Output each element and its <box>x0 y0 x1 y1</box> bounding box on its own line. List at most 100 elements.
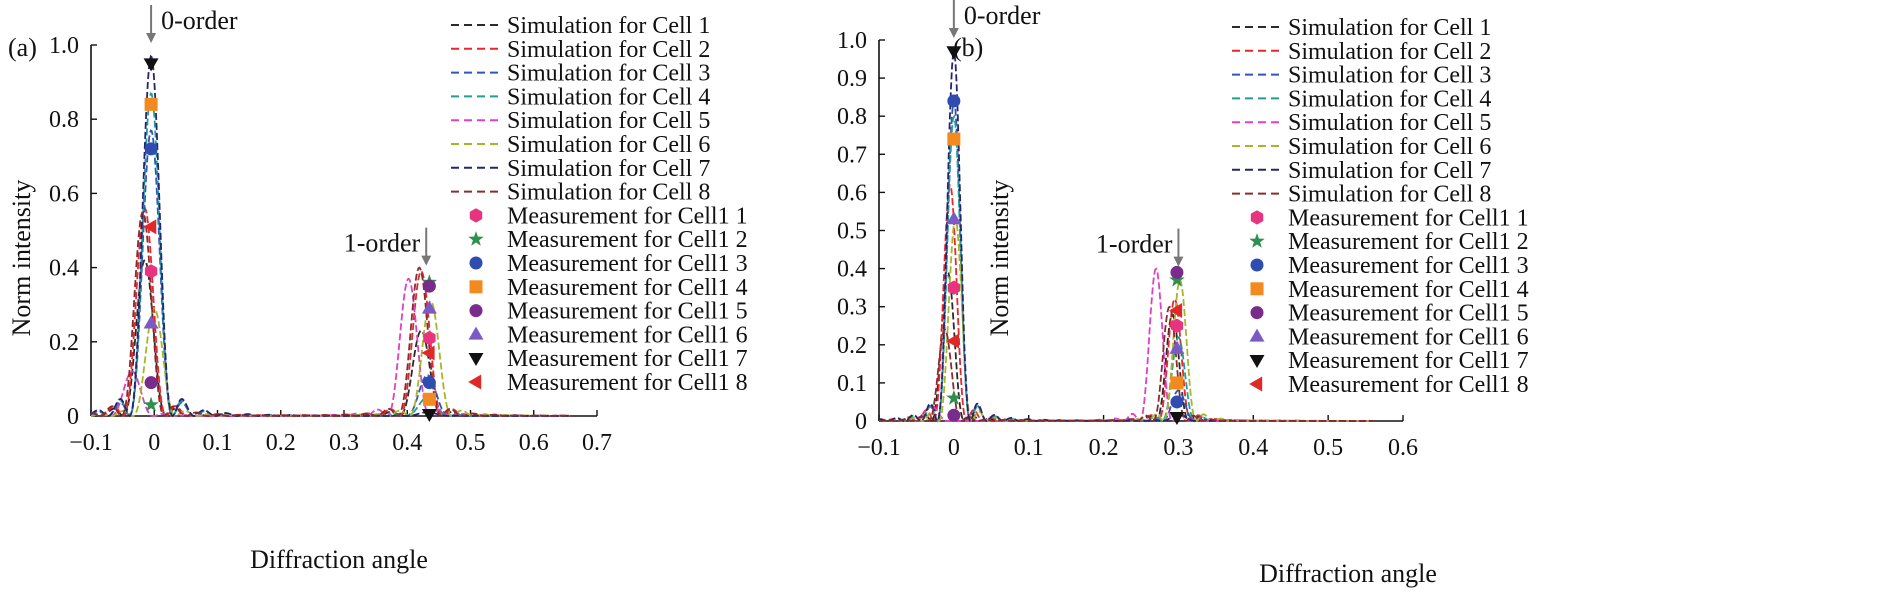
legend-label-a-14: Measurement for Cell1 6 <box>507 322 748 348</box>
y-tick-label-b: 0 <box>855 409 867 435</box>
measurement-point-a-4-order0 <box>144 97 158 111</box>
measurement-point-b-6-order1 <box>1169 340 1185 354</box>
simulation-curve-b-2 <box>878 183 1374 423</box>
measurement-point-a-4-order1 <box>422 392 436 406</box>
measurement-point-a-5-order1 <box>422 279 436 293</box>
legend-marker-meas-a-6 <box>468 326 484 340</box>
simulation-curve-a-8 <box>90 210 572 417</box>
x-tick-label-a: 0.3 <box>329 430 359 456</box>
order-annotations-b: 0-order 1-order <box>948 0 1184 267</box>
x-axis-title-b: Diffraction angle <box>1259 559 1437 588</box>
measurement-point-b-2-order0 <box>946 390 962 405</box>
legend-label-a-7: Simulation for Cell 7 <box>507 156 710 182</box>
annotation-arrowhead-b-1 <box>1173 256 1184 267</box>
legend-label-a-6: Simulation for Cell 6 <box>507 132 710 158</box>
legend-label-b-5: Simulation for Cell 5 <box>1288 110 1491 136</box>
legend-label-b-10: Measurement for Cell1 2 <box>1288 229 1529 255</box>
measurement-point-b-6-order0 <box>946 211 962 225</box>
legend-marker-meas-a-2 <box>468 231 484 246</box>
legend-marker-meas-b-3 <box>1250 258 1264 272</box>
measurement-point-b-5-order0 <box>947 408 961 422</box>
legend-marker-meas-a-7 <box>468 353 484 366</box>
measurement-point-b-1-order0 <box>947 280 960 295</box>
measurement-markers-b <box>946 46 1185 425</box>
y-tick-label-b: 0.9 <box>837 66 867 92</box>
x-tick-label-a: −0.1 <box>69 430 113 456</box>
legend-label-a-11: Measurement for Cell1 3 <box>507 251 748 277</box>
x-tick-label-a: 0.7 <box>582 430 612 456</box>
legend-label-a-4: Simulation for Cell 4 <box>507 84 710 110</box>
measurement-point-b-4-order0 <box>947 132 961 146</box>
measurement-point-b-3-order1 <box>1170 395 1184 409</box>
legend-marker-meas-b-5 <box>1250 306 1264 320</box>
measurement-point-b-7-order1 <box>1169 411 1185 425</box>
y-axis-title-a: Norm intensity <box>7 180 36 337</box>
x-tick-label-b: −0.1 <box>857 435 901 461</box>
x-tick-label-b: 0.3 <box>1163 435 1193 461</box>
legend-label-a-2: Simulation for Cell 2 <box>507 37 710 63</box>
simulation-curves-b <box>878 49 1374 423</box>
legend-marker-meas-a-1 <box>469 208 483 223</box>
annotation-arrowhead-b-0 <box>948 28 959 38</box>
order-annotations-a: 0-order 1-order <box>146 5 432 266</box>
legend-marker-meas-b-4 <box>1250 282 1264 296</box>
annotation-arrowhead-a-1 <box>421 255 432 266</box>
x-tick-label-b: 0.4 <box>1238 435 1268 461</box>
measurement-point-b-8-order0 <box>946 333 960 349</box>
legend-label-b-14: Measurement for Cell1 6 <box>1288 324 1529 350</box>
legend-label-b-16: Measurement for Cell1 8 <box>1288 372 1529 398</box>
measurement-point-a-1-order0 <box>144 264 158 279</box>
legend-label-a-16: Measurement for Cell1 8 <box>507 370 748 396</box>
measurement-point-b-3-order0 <box>947 94 961 108</box>
legend-marker-meas-b-2 <box>1249 233 1265 248</box>
simulation-curve-a-6 <box>90 299 572 417</box>
legend-b: Simulation for Cell 1 Simulation for Cell… <box>1232 15 1529 398</box>
legend-label-b-1: Simulation for Cell 1 <box>1288 15 1491 41</box>
legend-label-a-15: Measurement for Cell1 7 <box>507 346 748 372</box>
legend-label-a-3: Simulation for Cell 3 <box>507 61 710 87</box>
simulation-curve-a-3 <box>90 129 572 418</box>
y-tick-label-a: 0 <box>67 404 79 430</box>
y-tick-label-a: 0.4 <box>49 256 79 282</box>
x-tick-label-a: 0 <box>148 430 160 456</box>
legend-label-a-8: Simulation for Cell 8 <box>507 180 710 206</box>
x-tick-label-b: 0.2 <box>1089 435 1119 461</box>
legend-label-a-5: Simulation for Cell 5 <box>507 108 710 134</box>
y-tick-label-b: 0.3 <box>837 295 867 321</box>
measurement-point-a-8-order0 <box>143 219 157 235</box>
measurement-point-a-7-order1 <box>421 408 437 422</box>
x-tick-label-a: 0.1 <box>203 430 233 456</box>
measurement-point-a-1-order1 <box>423 330 436 346</box>
y-tick-label-b: 0.4 <box>837 257 867 283</box>
measurement-point-a-2-order0 <box>143 396 159 412</box>
x-axis-title-a: Diffraction angle <box>250 545 428 574</box>
y-axis-title-b: Norm intensity <box>985 180 1014 337</box>
measurement-point-a-6-order1 <box>421 300 437 314</box>
y-tick-label-a: 0.2 <box>49 330 79 356</box>
legend-label-b-6: Simulation for Cell 6 <box>1288 134 1491 160</box>
y-tick-label-a: 0.8 <box>49 107 79 133</box>
x-tick-label-a: 0.2 <box>266 430 296 456</box>
x-tick-label-b: 0.1 <box>1014 435 1044 461</box>
y-tick-label-b: 0.6 <box>837 180 867 206</box>
y-tick-label-b: 0.1 <box>837 371 867 397</box>
measurement-markers-a <box>143 58 438 422</box>
legend-marker-meas-a-4 <box>469 280 483 294</box>
measurement-point-a-6-order0 <box>143 315 159 329</box>
y-tick-label-a: 1.0 <box>49 33 79 59</box>
legend-label-b-3: Simulation for Cell 3 <box>1288 63 1491 89</box>
legend-marker-meas-b-6 <box>1249 328 1265 342</box>
measurement-point-b-7-order0 <box>946 46 962 60</box>
legend-label-a-10: Measurement for Cell1 2 <box>507 227 748 253</box>
legend-marker-meas-b-1 <box>1250 210 1264 225</box>
legend-label-b-12: Measurement for Cell1 4 <box>1288 277 1529 303</box>
simulation-curve-a-7 <box>90 54 572 418</box>
legend-marker-meas-b-7 <box>1249 355 1265 368</box>
measurement-point-b-1-order1 <box>1170 318 1184 333</box>
measurement-point-a-7-order0 <box>143 58 159 72</box>
simulation-curves-a <box>90 54 572 418</box>
legend-label-a-9: Measurement for Cell1 1 <box>507 203 748 229</box>
legend-label-a-13: Measurement for Cell1 5 <box>507 299 748 325</box>
legend-marker-meas-a-8 <box>468 374 482 390</box>
